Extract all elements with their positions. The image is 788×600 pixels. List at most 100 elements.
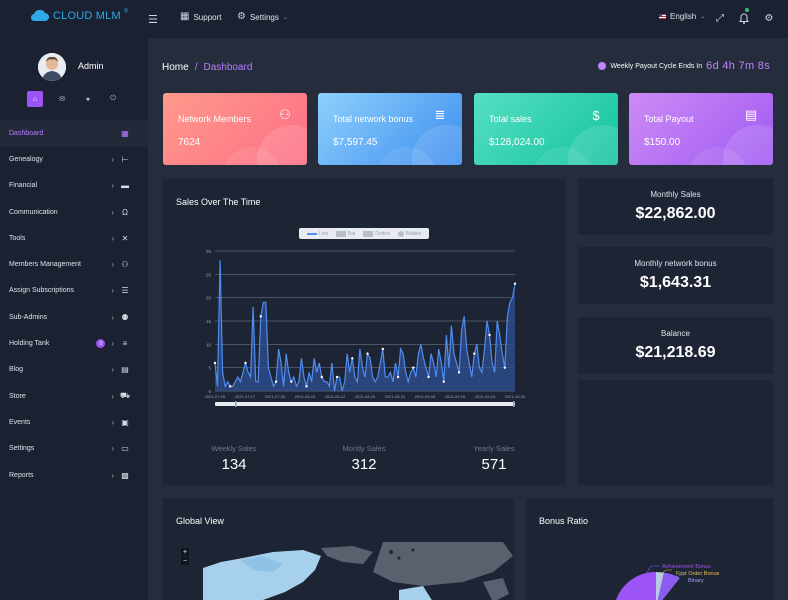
summary-value: 571 (481, 456, 507, 473)
support-label: Support (193, 12, 222, 22)
sidebar: Admin ⌂ ✉ ● ⏻ Dashboard ▦ Genealogy › ⊢ Finan… (0, 38, 148, 600)
cloud-logo-icon (31, 10, 49, 22)
stat-label: Monthly network bonus (634, 259, 717, 268)
sidebar-menu: Dashboard ▦ Genealogy › ⊢ Financial › ▬ Communic… (0, 120, 148, 488)
stat-card-total-network-bonus[interactable]: Total network bonus $7,597.45 ≣ (318, 93, 462, 165)
mail-icon: ✉ (59, 96, 65, 103)
stat-card-network-members[interactable]: Network Members 7624 ⚇ (163, 93, 307, 165)
profile-quick-button[interactable]: ● (80, 91, 96, 107)
data-point (427, 375, 430, 379)
sidebar-item-label: Communication (9, 208, 58, 216)
settings-menu[interactable]: ⚙ Settings ⌄ (237, 12, 288, 22)
logo[interactable]: CLOUD MLM ® (30, 9, 128, 22)
payout-timer: 6d 4h 7m 8s (706, 60, 770, 72)
x-tick-label: 2021-07-25 (265, 394, 286, 399)
y-tick-label: 5 (208, 366, 211, 371)
bell-icon[interactable] (738, 8, 750, 25)
hand-coin-icon: $ (592, 107, 600, 123)
chevron-down-icon: ⌄ (700, 14, 706, 20)
sidebar-item-controls: 0 › ≡ (96, 339, 130, 349)
card-value: $7,597.45 (333, 137, 378, 148)
sidebar-item-members-management[interactable]: Members Management › ⚇ (0, 251, 148, 277)
notification-dot (745, 8, 749, 12)
users-cog-icon: ⚇ (121, 260, 129, 270)
sidebar-item-reports[interactable]: Reports › ▩ (0, 462, 148, 488)
logout-quick-button[interactable]: ⏻ (105, 91, 121, 107)
sidebar-item-controls: › ▣ (111, 418, 130, 427)
legend-item-line[interactable]: Line (306, 231, 328, 237)
sidebar-item-store[interactable]: Store › ⛟ (0, 383, 148, 409)
monitor-icon: ▭ (121, 444, 129, 454)
sidebar-item-assign-subscriptions[interactable]: Assign Subscriptions › ☰ (0, 278, 148, 304)
card-value: $128,024.00 (489, 137, 545, 148)
user-name: Admin (78, 61, 104, 71)
x-tick-label: 2021-07-17 (235, 394, 256, 399)
home-quick-button[interactable]: ⌂ (27, 91, 43, 107)
tree-icon: ⊢ (121, 154, 129, 164)
y-tick-label: 30 (206, 249, 212, 254)
chevron-right-icon: › (111, 365, 114, 375)
card-decor-circle (533, 147, 593, 165)
stat-card-total-sales[interactable]: Total sales $128,024.00 $ (474, 93, 618, 165)
sidebar-item-financial[interactable]: Financial › ▬ (0, 173, 148, 199)
stat-monthly-sales: Monthly Sales $22,862.00 (578, 178, 773, 235)
stat-card-total-payout[interactable]: Total Payout $150.00 ▤ (629, 93, 773, 165)
language-selector[interactable]: English ⌄ (659, 12, 705, 21)
sidebar-item-communication[interactable]: Communication › Ω (0, 199, 148, 225)
legend-swatch (363, 230, 374, 237)
card-value: 7624 (178, 137, 201, 148)
support-menu[interactable]: ▦ Support (180, 12, 221, 22)
map-zoom-in-button[interactable]: + (181, 548, 189, 556)
data-point (396, 375, 400, 379)
x-tick-label: 2021-08-03 (295, 394, 316, 399)
stat-value: $1,643.31 (639, 274, 712, 291)
legend-item-bubble[interactable]: Bubble (397, 230, 421, 237)
data-point (412, 366, 415, 369)
sidebar-item-holding-tank[interactable]: Holding Tank 0 › ≡ (0, 330, 148, 356)
chevron-right-icon: › (111, 470, 114, 480)
chevron-right-icon: › (111, 233, 114, 243)
home-icon: ⌂ (32, 95, 38, 103)
sidebar-item-dashboard[interactable]: Dashboard ▦ (0, 120, 148, 147)
stat-label: Monthly Sales (650, 190, 701, 199)
bonus-legend-binary: Binary (688, 578, 704, 584)
legend-item-bar[interactable]: Bar (335, 230, 356, 237)
bonus-ratio-panel: Bonus Ratio Achievement Bonus First Orde… (526, 498, 773, 600)
sidebar-item-tools[interactable]: Tools › ✕ (0, 225, 148, 251)
sidebar-item-events[interactable]: Events › ▣ (0, 409, 148, 435)
breadcrumb-home[interactable]: Home (162, 62, 189, 73)
map-zoom-out-button[interactable]: − (181, 557, 189, 565)
world-map[interactable] (203, 542, 513, 600)
sidebar-item-controls: › ⊢ (111, 155, 130, 164)
receipt-icon: ▤ (744, 107, 758, 122)
legend-item-dotted[interactable]: Dotted (363, 230, 390, 237)
summary-value: 134 (221, 456, 247, 473)
headset-icon: Ω (122, 207, 128, 217)
data-point (274, 380, 278, 383)
settings-cogs-icon[interactable]: ⚙ (764, 12, 774, 24)
sidebar-item-controls: › ▤ (111, 365, 130, 374)
sidebar-item-sub-admins[interactable]: Sub-Admins › ⚉ (0, 304, 148, 330)
sidebar-item-blog[interactable]: Blog › ▤ (0, 357, 148, 383)
top-bar: CLOUD MLM ® ☰ ▦ Support ⚙ Settings ⌄ Eng… (0, 0, 788, 38)
support-grid-icon: ▦ (180, 11, 190, 22)
breadcrumb-separator: / (194, 62, 198, 73)
logo-text: CLOUD MLM (53, 10, 121, 22)
avatar[interactable] (38, 53, 66, 81)
x-tick-label: 2021-08-12 (325, 394, 346, 399)
zoom-slider-track (215, 402, 515, 406)
stat-balance: Balance $21,218.69 (578, 317, 773, 374)
fullscreen-icon[interactable]: ⤢ (716, 12, 724, 24)
wallet-icon: ▬ (121, 181, 129, 191)
menu-toggle-icon[interactable]: ☰ (148, 13, 158, 26)
chevron-right-icon: › (111, 286, 114, 296)
sidebar-item-settings[interactable]: Settings › ▭ (0, 436, 148, 462)
x-tick-label: 2021-08-20 (355, 394, 376, 399)
mail-quick-button[interactable]: ✉ (54, 91, 70, 107)
sidebar-item-label: Settings (9, 445, 35, 453)
payout-label: Weekly Payout Cycle Ends In (610, 62, 703, 70)
stopwatch-icon (598, 62, 607, 70)
sidebar-item-controls: › ✕ (111, 234, 130, 243)
sidebar-item-genealogy[interactable]: Genealogy › ⊢ (0, 146, 148, 172)
zoom-slider-handle (235, 401, 237, 407)
